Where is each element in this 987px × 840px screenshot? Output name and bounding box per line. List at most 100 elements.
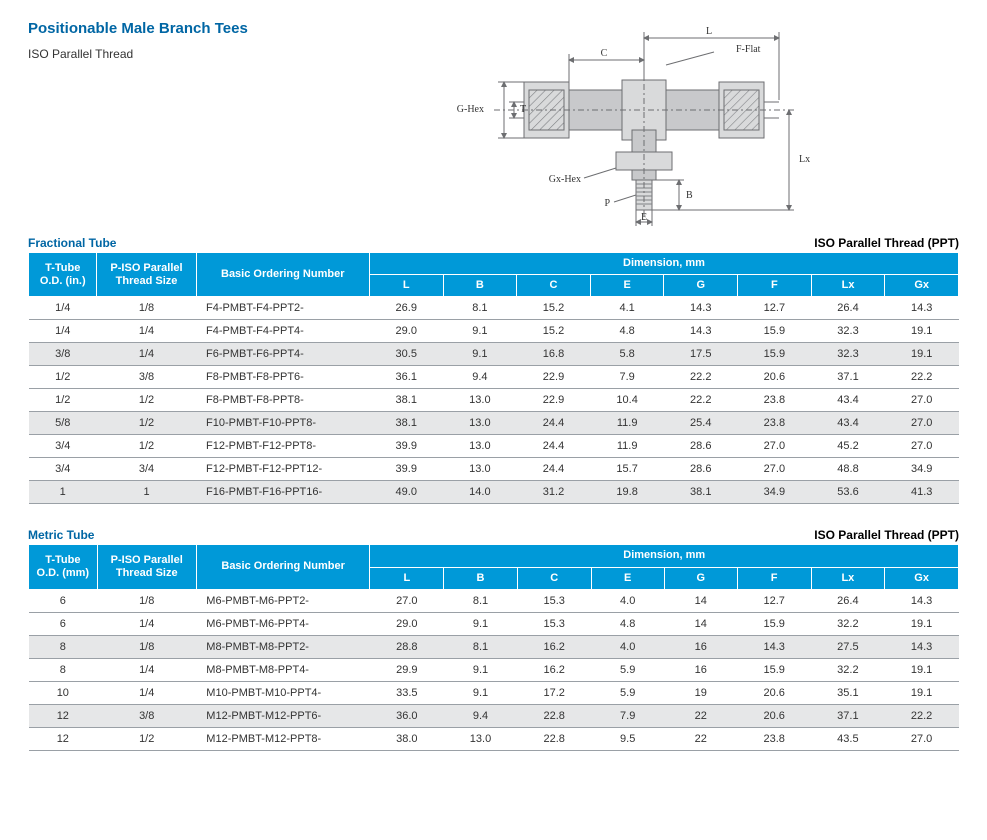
- cell-F: 12.7: [737, 589, 811, 612]
- cell-G: 14: [664, 612, 737, 635]
- dim-C: C: [600, 48, 607, 59]
- dim-Lx: Lx: [799, 154, 810, 165]
- th-part: Basic Ordering Number: [196, 253, 369, 297]
- cell-Gx: 19.1: [885, 658, 959, 681]
- cell-tube: 1/4: [29, 320, 97, 343]
- cell-F: 23.8: [738, 412, 812, 435]
- table-row: 3/41/2F12-PMBT-F12-PPT8-39.913.024.411.9…: [29, 435, 959, 458]
- metric-thead: T-Tube O.D. (mm) P-ISO Parallel Thread S…: [29, 545, 959, 589]
- cell-C: 15.3: [517, 589, 591, 612]
- cell-G: 25.4: [664, 412, 738, 435]
- cell-part: M12-PMBT-M12-PPT8-: [196, 727, 370, 750]
- cell-F: 15.9: [738, 343, 812, 366]
- cell-C: 15.2: [517, 297, 591, 320]
- table-row: 121/2M12-PMBT-M12-PPT8-38.013.022.89.522…: [29, 727, 959, 750]
- cell-part: F16-PMBT-F16-PPT16-: [196, 481, 369, 504]
- th-dim-Gx: Gx: [885, 275, 959, 297]
- page-subtitle: ISO Parallel Thread: [28, 47, 328, 61]
- cell-F: 27.0: [738, 458, 812, 481]
- cell-B: 13.0: [443, 412, 517, 435]
- cell-C: 22.9: [517, 366, 591, 389]
- cell-Lx: 43.4: [811, 389, 885, 412]
- dim-P: P: [604, 198, 610, 209]
- cell-E: 4.8: [590, 320, 664, 343]
- cell-L: 29.0: [369, 320, 443, 343]
- table-row: 61/8M6-PMBT-M6-PPT2-27.08.115.34.01412.7…: [29, 589, 959, 612]
- cell-G: 28.6: [664, 435, 738, 458]
- cell-B: 9.1: [444, 658, 518, 681]
- cell-C: 16.2: [517, 635, 591, 658]
- table-row: 3/43/4F12-PMBT-F12-PPT12-39.913.024.415.…: [29, 458, 959, 481]
- table-row: 81/4M8-PMBT-M8-PPT4-29.99.116.25.91615.9…: [29, 658, 959, 681]
- cell-B: 9.4: [443, 366, 517, 389]
- cell-part: F8-PMBT-F8-PPT8-: [196, 389, 369, 412]
- dim-T: T: [520, 104, 526, 115]
- cell-E: 7.9: [591, 704, 664, 727]
- cell-thread: 1/2: [97, 435, 196, 458]
- cell-E: 5.9: [591, 681, 664, 704]
- cell-thread: 1/8: [97, 297, 196, 320]
- th-dim-span-m: Dimension, mm: [370, 545, 959, 567]
- cell-G: 19: [664, 681, 737, 704]
- cell-tube: 8: [29, 658, 98, 681]
- cell-B: 13.0: [443, 458, 517, 481]
- th-dim-C: C: [517, 275, 591, 297]
- title-block: Positionable Male Branch Tees ISO Parall…: [28, 20, 328, 67]
- th-dim-Lx: Lx: [811, 567, 885, 589]
- cell-G: 16: [664, 658, 737, 681]
- table-row: 11F16-PMBT-F16-PPT16-49.014.031.219.838.…: [29, 481, 959, 504]
- th-part-m: Basic Ordering Number: [196, 545, 370, 589]
- cell-Gx: 27.0: [885, 412, 959, 435]
- cell-G: 22.2: [664, 366, 738, 389]
- cell-F: 14.3: [737, 635, 811, 658]
- cell-tube: 1/4: [29, 297, 97, 320]
- cell-Lx: 26.4: [811, 297, 885, 320]
- cell-E: 15.7: [590, 458, 664, 481]
- cell-L: 26.9: [369, 297, 443, 320]
- cell-B: 9.1: [443, 320, 517, 343]
- metric-tbody: 61/8M6-PMBT-M6-PPT2-27.08.115.34.01412.7…: [29, 589, 959, 750]
- cell-tube: 5/8: [29, 412, 97, 435]
- cell-F: 15.9: [737, 612, 811, 635]
- th-dim-E: E: [590, 275, 664, 297]
- th-dim-G: G: [664, 567, 737, 589]
- cell-C: 22.9: [517, 389, 591, 412]
- cell-B: 9.1: [444, 681, 518, 704]
- cell-Gx: 22.2: [885, 704, 959, 727]
- cell-G: 22: [664, 727, 737, 750]
- cell-C: 15.3: [517, 612, 591, 635]
- cell-E: 11.9: [590, 435, 664, 458]
- cell-F: 20.6: [737, 704, 811, 727]
- cell-part: M10-PMBT-M10-PPT4-: [196, 681, 370, 704]
- cell-C: 24.4: [517, 458, 591, 481]
- cell-L: 38.1: [369, 412, 443, 435]
- table-row: 1/41/4F4-PMBT-F4-PPT4-29.09.115.24.814.3…: [29, 320, 959, 343]
- cell-C: 17.2: [517, 681, 591, 704]
- table-row: 61/4M6-PMBT-M6-PPT4-29.09.115.34.81415.9…: [29, 612, 959, 635]
- cell-Lx: 43.5: [811, 727, 885, 750]
- th-dim-L: L: [369, 275, 443, 297]
- cell-C: 22.8: [517, 727, 591, 750]
- th-dim-Gx: Gx: [885, 567, 959, 589]
- cell-tube: 10: [29, 681, 98, 704]
- cell-E: 10.4: [590, 389, 664, 412]
- cell-part: F12-PMBT-F12-PPT12-: [196, 458, 369, 481]
- cell-E: 9.5: [591, 727, 664, 750]
- table-row: 101/4M10-PMBT-M10-PPT4-33.59.117.25.9192…: [29, 681, 959, 704]
- cell-thread: 1: [97, 481, 196, 504]
- th-dim-F: F: [738, 275, 812, 297]
- th-dim-span: Dimension, mm: [369, 253, 958, 275]
- cell-Lx: 45.2: [811, 435, 885, 458]
- cell-F: 27.0: [738, 435, 812, 458]
- th-dim-B: B: [443, 275, 517, 297]
- cell-F: 15.9: [738, 320, 812, 343]
- cell-F: 20.6: [737, 681, 811, 704]
- cell-Gx: 41.3: [885, 481, 959, 504]
- cell-B: 14.0: [443, 481, 517, 504]
- cell-L: 30.5: [369, 343, 443, 366]
- table-row: 3/81/4F6-PMBT-F6-PPT4-30.59.116.85.817.5…: [29, 343, 959, 366]
- cell-tube: 3/4: [29, 458, 97, 481]
- cell-F: 23.8: [738, 389, 812, 412]
- cell-C: 16.2: [517, 658, 591, 681]
- metric-caption-left: Metric Tube: [28, 528, 94, 542]
